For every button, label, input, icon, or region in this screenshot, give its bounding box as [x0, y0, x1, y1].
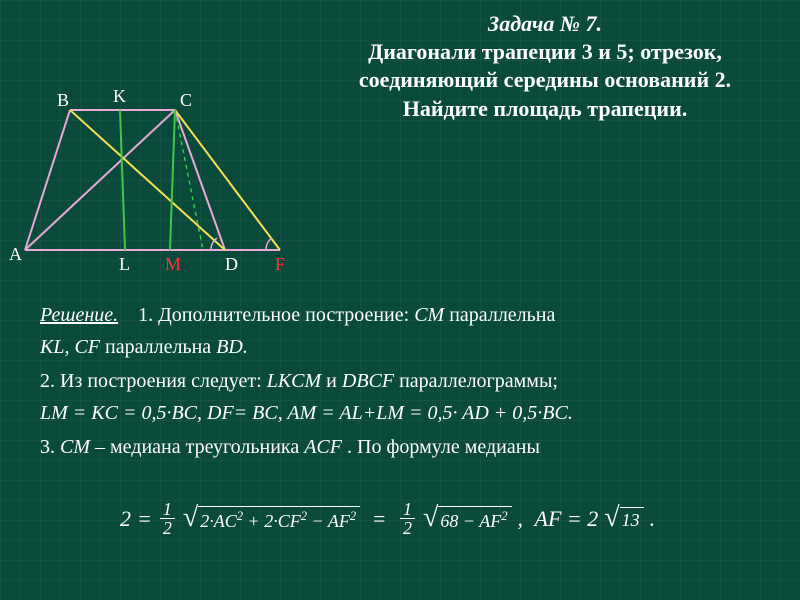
problem-line-1: Диагонали трапеции 3 и 5; отрезок,	[310, 38, 780, 67]
problem-header: Задача № 7. Диагонали трапеции 3 и 5; от…	[310, 10, 780, 123]
sqrt-3: √ 13	[604, 507, 643, 531]
sqrt-1: √ 2·AC2 + 2·CF2 − AF2	[183, 506, 360, 532]
label-M: M	[165, 254, 181, 275]
label-A: A	[9, 244, 22, 265]
solution-line-1b: KL, CF параллельна BD.	[20, 332, 780, 362]
label-L: L	[119, 254, 130, 275]
label-C: C	[180, 90, 192, 111]
sqrt-2: √ 68 − AF2	[423, 506, 512, 532]
label-F: F	[275, 254, 285, 275]
fraction-half-2: 1 2	[400, 500, 415, 537]
label-D: D	[225, 254, 238, 275]
geometry-diagram: A B K C D L M F	[15, 80, 335, 270]
fraction-half-1: 1 2	[160, 500, 175, 537]
median-formula: 2 = 1 2 √ 2·AC2 + 2·CF2 − AF2 = 1 2 √ 68…	[120, 500, 740, 537]
solution-line-2b: LM = KC = 0,5·BC, DF= BC, AM = AL+LM = 0…	[20, 398, 780, 428]
solution-line-2: 2. Из построения следует: LKCM и DBCF па…	[20, 366, 780, 396]
problem-line-2: соединяющий середины оснований 2.	[310, 66, 780, 95]
label-K: K	[113, 86, 126, 107]
solution-block: Решение. 1. Дополнительное построение: С…	[20, 300, 780, 464]
problem-line-3: Найдите площадь трапеции.	[310, 95, 780, 124]
solution-line-1: Решение. 1. Дополнительное построение: С…	[20, 300, 780, 330]
solution-label: Решение.	[40, 304, 118, 326]
label-B: B	[57, 90, 69, 111]
solution-line-3: 3. СМ – медиана треугольника ACF . По фо…	[20, 432, 780, 462]
problem-number: Задача № 7.	[310, 10, 780, 38]
